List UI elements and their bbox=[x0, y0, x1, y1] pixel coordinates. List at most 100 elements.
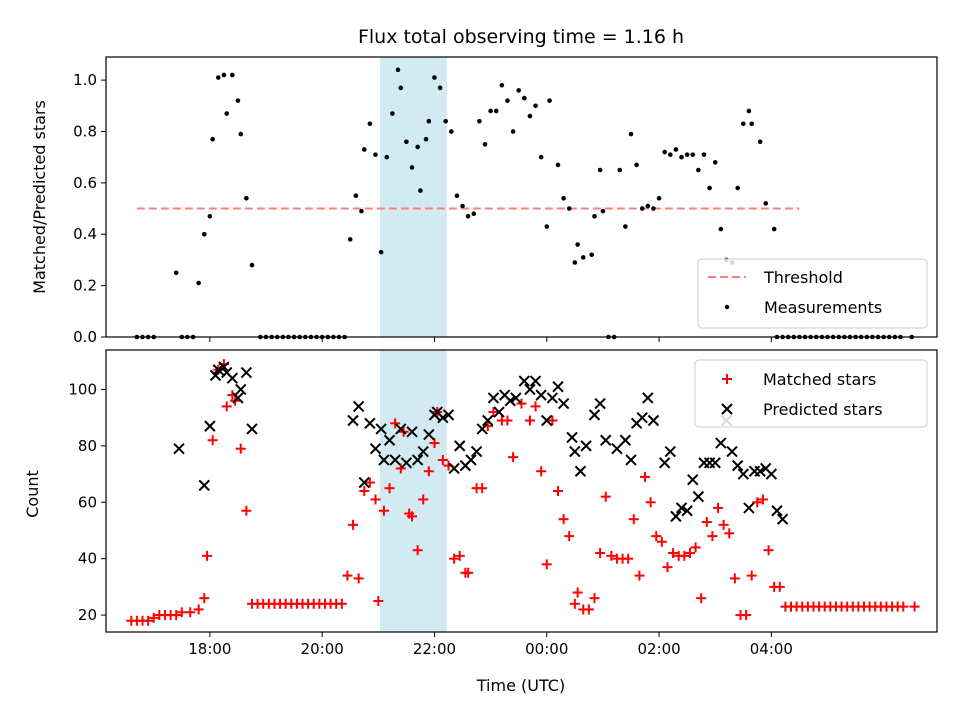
matched-star-point bbox=[757, 494, 768, 505]
x-tick-label: 22:00 bbox=[413, 640, 456, 658]
measurement-point bbox=[432, 75, 437, 80]
threshold-legend-label: Threshold bbox=[763, 268, 843, 287]
measurement-point bbox=[249, 262, 255, 268]
matched-star-point bbox=[336, 598, 347, 609]
measurement-point bbox=[707, 185, 712, 191]
matched-star-point bbox=[569, 598, 580, 609]
measurement-point bbox=[443, 118, 448, 124]
matched-legend-marker bbox=[722, 374, 732, 384]
matched-star-point bbox=[909, 601, 920, 612]
matched-star-point bbox=[378, 505, 389, 516]
y-tick-label: 0.6 bbox=[73, 174, 97, 192]
predicted-star-point bbox=[204, 420, 216, 432]
measurement-point bbox=[404, 139, 409, 145]
matched-star-point bbox=[645, 497, 656, 508]
measurement-point bbox=[373, 152, 378, 157]
predicted-star-point bbox=[493, 406, 505, 418]
measurement-point bbox=[196, 280, 201, 286]
measurement-point bbox=[390, 111, 395, 116]
measurement-point bbox=[230, 72, 235, 78]
top-x-ticks bbox=[209, 337, 772, 342]
y-tick-label: 60 bbox=[78, 493, 97, 511]
predicted-star-point bbox=[647, 414, 660, 427]
measurement-point bbox=[561, 195, 566, 201]
predicted-star-point bbox=[369, 442, 382, 455]
matched-star-point bbox=[418, 494, 429, 505]
measurement-point bbox=[437, 85, 443, 91]
chart-title: Flux total observing time = 1.16 h bbox=[358, 26, 684, 48]
measurement-point bbox=[449, 129, 454, 134]
measurement-point bbox=[600, 208, 606, 214]
matched-star-point bbox=[662, 562, 673, 573]
measurement-point bbox=[533, 103, 538, 109]
measurement-point bbox=[592, 213, 597, 219]
predicted-star-point bbox=[375, 423, 387, 435]
matched-star-point bbox=[508, 452, 519, 463]
predicted-star-point bbox=[232, 392, 244, 404]
predicted-star-point bbox=[212, 364, 225, 376]
matched-star-point bbox=[746, 570, 757, 581]
measurement-point bbox=[221, 72, 227, 78]
predicted-star-point bbox=[470, 445, 483, 458]
predicted-star-point bbox=[754, 465, 766, 477]
predicted-star-point bbox=[510, 392, 522, 404]
y-tick-label: 0.2 bbox=[73, 277, 97, 295]
predicted-star-point bbox=[358, 476, 370, 489]
predicted-star-point bbox=[642, 392, 654, 404]
measurement-point bbox=[645, 203, 651, 209]
measurement-point bbox=[712, 160, 718, 165]
measurement-point bbox=[639, 206, 645, 211]
measurement-point bbox=[359, 208, 364, 214]
matched-star-point bbox=[207, 435, 218, 446]
measurement-point bbox=[617, 167, 623, 173]
predicted-star-point bbox=[675, 502, 688, 514]
measurement-point bbox=[575, 242, 580, 247]
matched-star-point bbox=[763, 545, 774, 556]
measurement-point bbox=[398, 85, 404, 91]
matched-star-point bbox=[454, 550, 465, 561]
measurement-point bbox=[409, 165, 415, 170]
bottom-y-ticks: 20 40 60 80 100 bbox=[68, 380, 106, 624]
matched-star-point bbox=[193, 604, 204, 615]
predicted-star-point bbox=[389, 454, 401, 466]
measurement-point bbox=[471, 211, 477, 216]
predicted-star-point bbox=[737, 468, 749, 480]
predicted-star-point bbox=[454, 440, 466, 452]
top-y-ticks: 0.0 0.2 0.4 0.6 0.8 1.0 bbox=[73, 71, 106, 346]
measurement-point bbox=[493, 108, 499, 114]
y-tick-label: 0.4 bbox=[73, 225, 97, 243]
predicted-star-point bbox=[218, 361, 230, 373]
matched-star-point bbox=[390, 418, 401, 429]
predicted-star-point bbox=[588, 409, 601, 421]
predicted-star-point bbox=[383, 434, 396, 446]
matched-star-point bbox=[547, 415, 558, 426]
matched-star-point bbox=[373, 595, 384, 606]
predicted-star-point bbox=[476, 423, 488, 435]
predicted-star-point bbox=[400, 457, 413, 469]
predicted-star-point bbox=[518, 375, 531, 387]
measurement-point bbox=[589, 252, 594, 258]
matched-star-point bbox=[640, 471, 651, 482]
measurement-point bbox=[224, 111, 230, 116]
measurement-point bbox=[763, 201, 769, 206]
predicted-star-point bbox=[423, 428, 435, 441]
predicted-star-point bbox=[524, 383, 536, 396]
matched-star-point bbox=[199, 593, 210, 604]
x-tick-label: 18:00 bbox=[188, 640, 231, 658]
matched-star-point bbox=[600, 491, 611, 502]
predicted-star-point bbox=[594, 397, 606, 410]
measurement-point bbox=[749, 121, 755, 127]
predicted-star-point bbox=[482, 414, 494, 427]
matched-star-point bbox=[552, 486, 563, 496]
measurement-point bbox=[580, 255, 586, 260]
measurement-point bbox=[662, 149, 667, 155]
predicted-star-point bbox=[765, 468, 778, 480]
predicted-star-point bbox=[569, 445, 581, 458]
bottom-legend: Matched stars Predicted stars bbox=[694, 359, 928, 428]
y-tick-label: 100 bbox=[68, 380, 97, 398]
measurement-point bbox=[426, 118, 432, 124]
x-tick-label: 02:00 bbox=[637, 640, 680, 658]
matched-star-point bbox=[541, 559, 552, 570]
measurement-point bbox=[347, 237, 353, 242]
matched-star-point bbox=[583, 604, 594, 615]
